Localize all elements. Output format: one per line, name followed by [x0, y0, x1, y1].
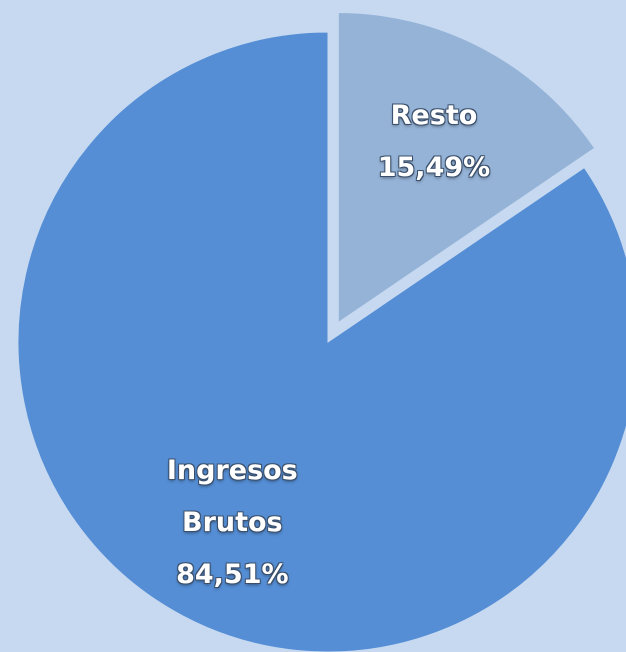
category-label: Ingresos Brutos [166, 454, 298, 538]
slice-label: Ingresos Brutos 84,51% [152, 445, 312, 601]
value-label: 84,51% [176, 558, 289, 590]
pie-slice [337, 12, 596, 324]
pie-slice [17, 31, 626, 652]
value-label: 15,49% [377, 151, 491, 183]
slice-label: Resto 15,49% [354, 90, 514, 194]
category-label: Resto [390, 99, 478, 131]
